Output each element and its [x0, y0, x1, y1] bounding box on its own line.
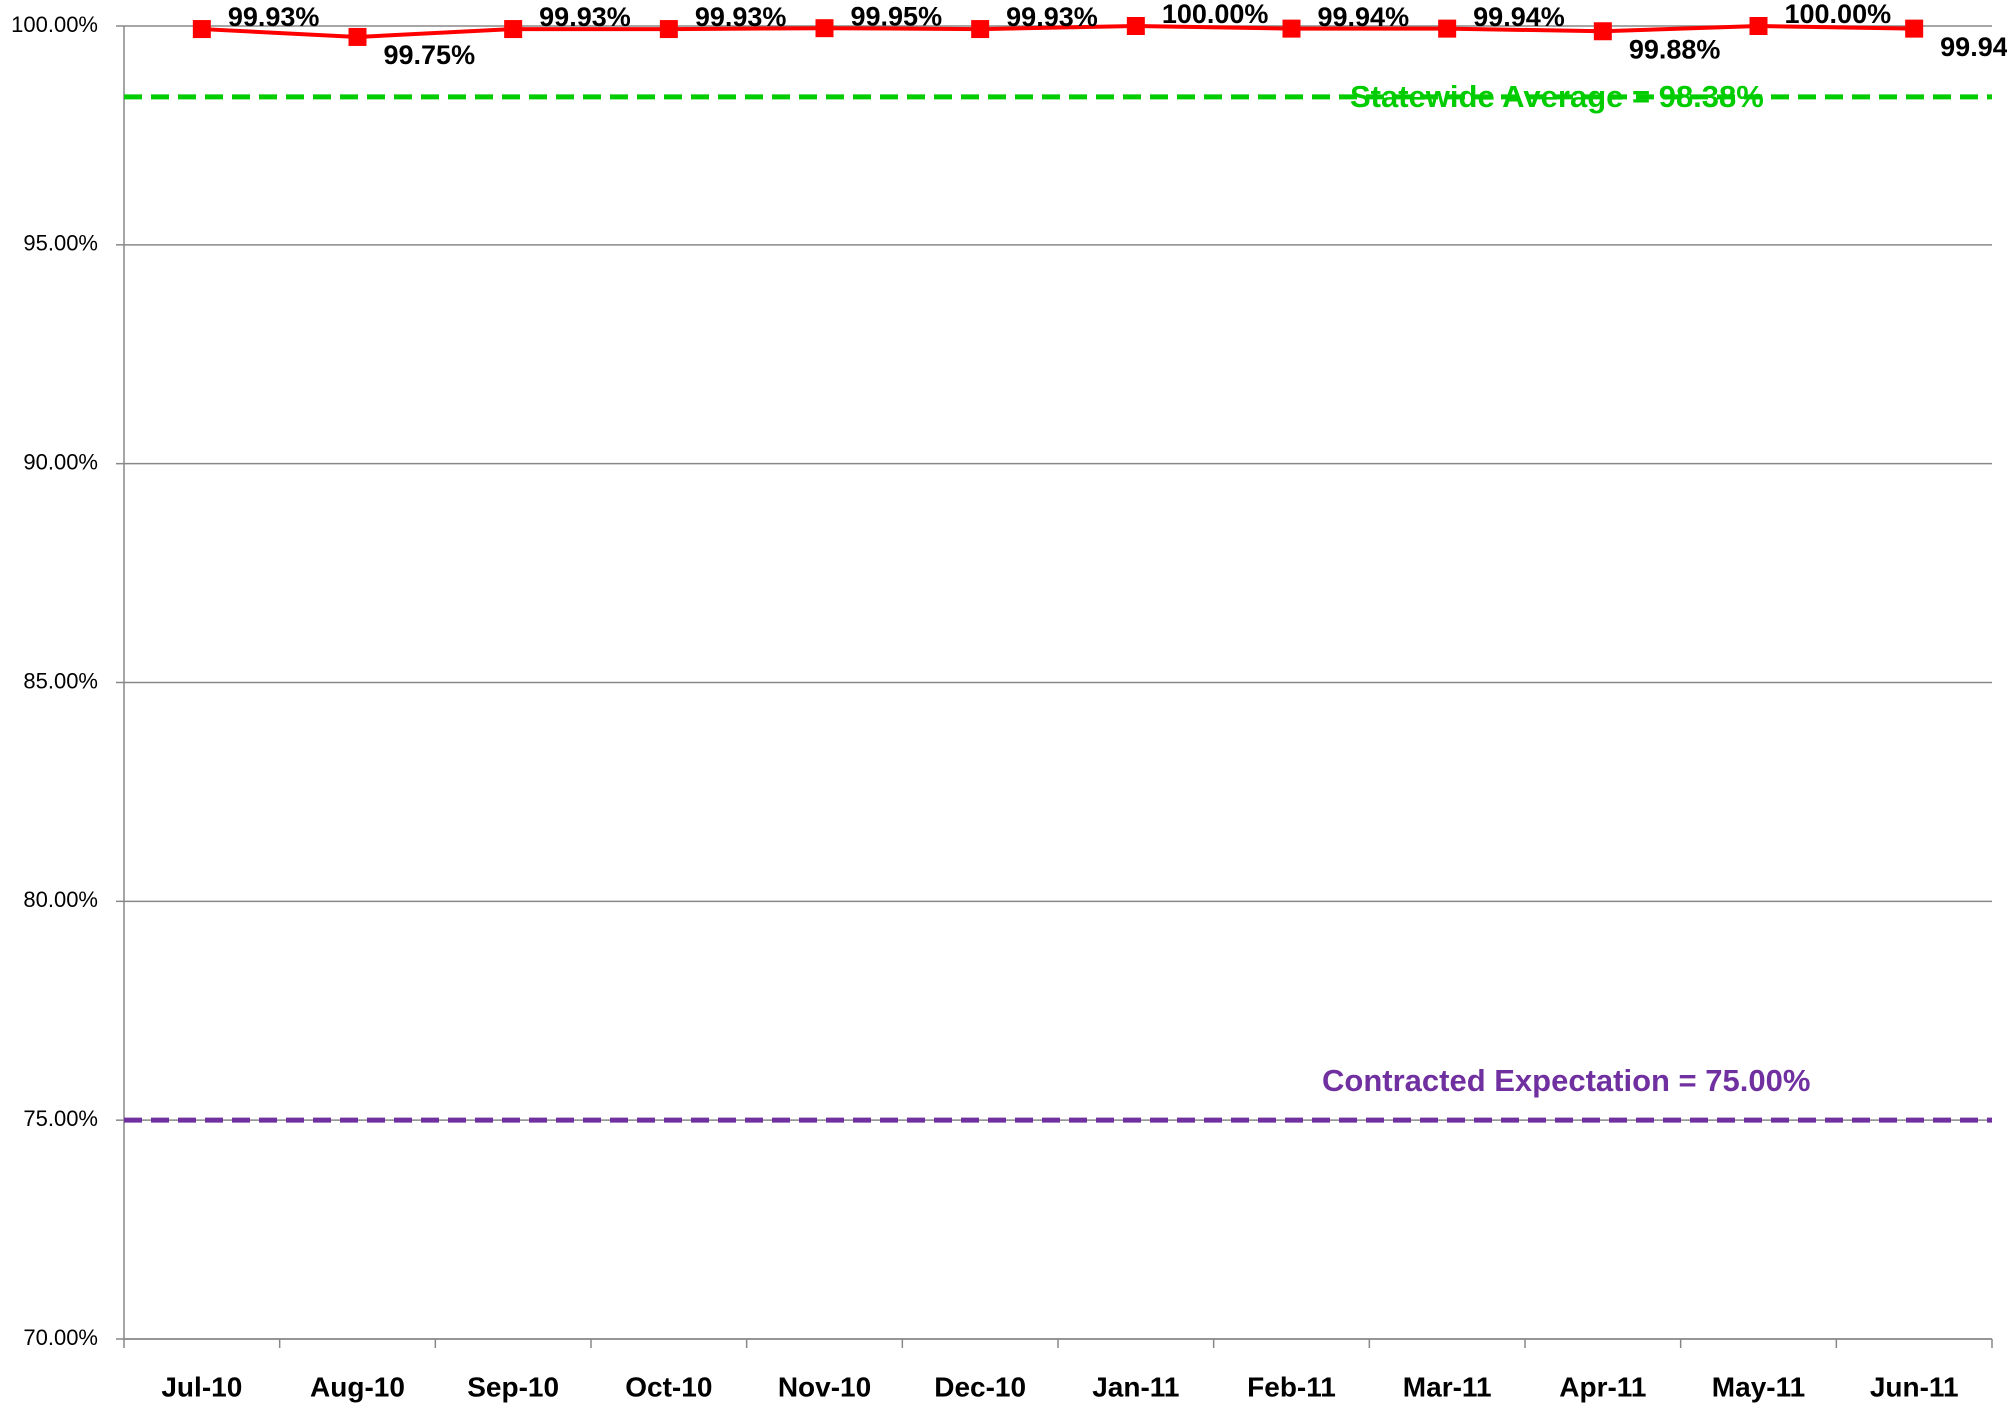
y-tick-label: 95.00% — [23, 231, 98, 256]
y-tick-label: 90.00% — [23, 449, 98, 474]
x-tick-label: Sep-10 — [467, 1371, 559, 1402]
marker — [1593, 22, 1612, 41]
data-label: 99.93% — [695, 2, 787, 32]
marker — [659, 20, 678, 39]
marker — [1438, 19, 1457, 38]
x-tick-label: Jan-11 — [1092, 1371, 1179, 1402]
y-tick-label: 100.00% — [11, 12, 98, 37]
x-tick-label: Mar-11 — [1403, 1371, 1492, 1402]
data-label: 100.00% — [1162, 0, 1269, 29]
data-label: 99.94% — [1318, 2, 1410, 32]
x-tick-label: Jul-10 — [161, 1371, 242, 1402]
reference-label: Statewide Average = 98.38% — [1350, 79, 1764, 114]
x-tick-label: Nov-10 — [778, 1371, 871, 1402]
x-tick-label: Feb-11 — [1247, 1371, 1336, 1402]
data-label: 99.75% — [384, 40, 476, 70]
y-tick-label: 80.00% — [23, 887, 98, 912]
marker — [1282, 19, 1301, 38]
y-tick-label: 85.00% — [23, 668, 98, 693]
data-label: 99.95% — [851, 1, 943, 31]
marker — [1126, 17, 1145, 35]
data-label: 99.94% — [1473, 2, 1565, 32]
marker — [1905, 19, 1924, 38]
x-tick-label: Oct-10 — [625, 1371, 712, 1402]
x-tick-label: Apr-11 — [1559, 1371, 1646, 1402]
series-line — [201, 23, 1915, 39]
marker — [192, 20, 211, 39]
marker — [348, 27, 367, 46]
x-tick-label: Jun-11 — [1870, 1371, 1959, 1402]
x-tick-label: Dec-10 — [934, 1371, 1026, 1402]
data-label: 99.93% — [1006, 2, 1098, 32]
data-label: 99.88% — [1629, 34, 1721, 64]
marker — [815, 19, 834, 38]
y-tick-label: 70.00% — [23, 1325, 98, 1350]
x-tick-label: Aug-10 — [310, 1371, 405, 1402]
data-label: 100.00% — [1785, 0, 1892, 29]
marker — [971, 20, 990, 39]
y-tick-label: 75.00% — [23, 1106, 98, 1131]
data-label: 99.93% — [539, 2, 631, 32]
data-label: 99.94% — [1940, 32, 2007, 62]
marker — [1749, 17, 1768, 35]
reference-label: Contracted Expectation = 75.00% — [1322, 1063, 1810, 1098]
data-label: 99.93% — [228, 2, 320, 32]
x-tick-label: May-11 — [1712, 1371, 1805, 1402]
marker — [504, 20, 523, 39]
